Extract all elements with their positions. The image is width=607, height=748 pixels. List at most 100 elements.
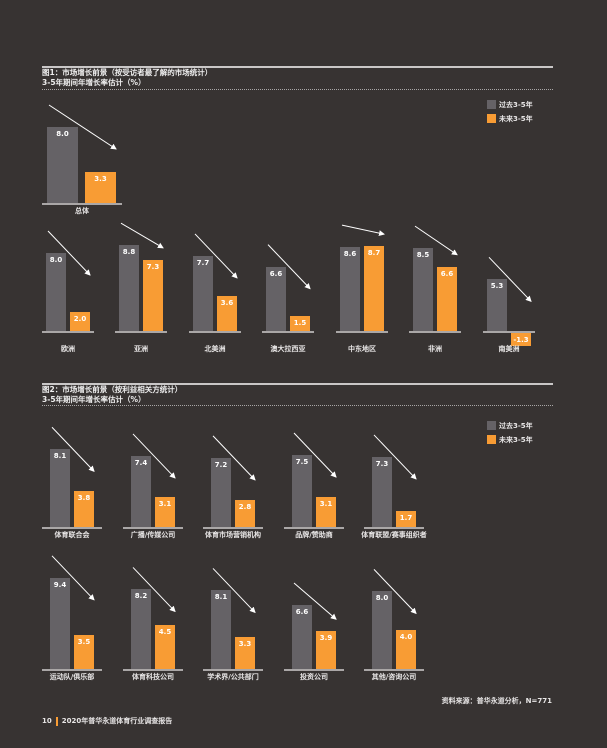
bar-future: 2.0 <box>70 311 90 331</box>
data-label-future: 3.1 <box>319 500 333 509</box>
trend-arrow <box>51 555 95 601</box>
baseline <box>284 669 344 671</box>
bar-past: 8.5 <box>413 248 433 331</box>
figure2-legend: 过去3-5年 未来3-5年 <box>487 421 533 449</box>
trend-arrow <box>48 104 117 150</box>
category-label: 体育联合会 <box>54 531 90 539</box>
legend-item-future: 未来3-5年 <box>487 435 533 444</box>
data-label-future: 1.5 <box>293 319 307 328</box>
data-label-past: 8.2 <box>134 592 148 601</box>
category-label: 欧洲 <box>61 345 75 353</box>
footer-separator <box>55 716 58 726</box>
legend-item-past: 过去3-5年 <box>487 421 533 430</box>
baseline <box>262 331 314 333</box>
bar-future: 7.3 <box>143 259 163 331</box>
trend-arrow <box>293 432 337 478</box>
bar-past: 8.1 <box>211 590 231 669</box>
bar-past: 8.0 <box>46 253 66 331</box>
trend-arrow <box>267 244 311 290</box>
figure1-dotted-rule <box>42 89 553 90</box>
legend-label-future: 未来3-5年 <box>499 435 533 444</box>
trend-arrow <box>212 435 256 481</box>
legend-item-future: 未来3-5年 <box>487 114 533 123</box>
baseline <box>364 669 424 671</box>
data-label-past: 8.0 <box>375 594 389 603</box>
trend-arrow <box>414 225 458 256</box>
figure1-title-block: 图1：市场增长前景（按受访者最了解的市场统计） 3-5年期间年增长率估计（%） <box>42 68 212 88</box>
baseline <box>189 331 241 333</box>
baseline <box>115 331 167 333</box>
trend-arrow <box>293 582 337 620</box>
bar-future: 4.5 <box>155 625 175 669</box>
data-label-future: 6.6 <box>440 269 454 278</box>
bar-past: 7.5 <box>292 455 312 527</box>
bar-future: 6.6 <box>437 266 457 331</box>
figure2-top-rule <box>42 383 553 385</box>
bar-future: 3.1 <box>316 497 336 527</box>
category-label: 品牌/赞助商 <box>295 531 333 539</box>
source-note: 资料来源：普华永道分析，N=771 <box>441 697 552 705</box>
legend-swatch-future <box>487 114 496 123</box>
data-label-past: 7.3 <box>375 459 389 468</box>
bar-future: 3.8 <box>74 490 94 527</box>
bar-future: -1.3 <box>511 333 531 346</box>
trend-arrow <box>212 568 256 614</box>
trend-arrow <box>132 433 176 479</box>
bar-future: 1.5 <box>290 316 310 331</box>
category-label: 澳大拉西亚 <box>270 345 306 353</box>
data-label-past: 8.0 <box>49 256 63 264</box>
trend-arrow <box>341 224 385 237</box>
bar-past: 6.6 <box>292 604 312 669</box>
baseline <box>483 331 535 333</box>
figure2-title: 图2：市场增长前景（按利益相关方统计） <box>42 385 183 394</box>
data-label-past: 8.5 <box>416 251 430 260</box>
data-label-future: 8.7 <box>367 249 381 258</box>
category-label: 体育科技公司 <box>132 673 174 681</box>
bar-future: 4.0 <box>396 630 416 669</box>
data-label-past: 9.4 <box>53 580 67 589</box>
data-label-future: 4.5 <box>158 628 172 637</box>
bar-future: 3.9 <box>316 631 336 669</box>
category-label: 其他/咨询公司 <box>371 673 417 681</box>
bar-past: 7.7 <box>193 255 213 331</box>
bar-past: 8.1 <box>50 449 70 527</box>
data-label-future: 3.3 <box>94 174 107 183</box>
data-label-past: 7.5 <box>295 458 309 466</box>
baseline <box>203 669 263 671</box>
data-label-past: 8.8 <box>122 248 136 257</box>
page-number: 10 <box>42 717 52 725</box>
bar-future: 3.3 <box>235 636 255 669</box>
bar-past: 7.2 <box>211 457 231 527</box>
legend-swatch-future <box>487 435 496 444</box>
baseline <box>42 203 122 205</box>
data-label-future: -1.3 <box>513 336 529 344</box>
data-label-past: 8.0 <box>56 130 69 138</box>
category-label: 非洲 <box>428 345 442 353</box>
data-label-past: 6.6 <box>295 607 309 616</box>
category-label: 体育市场营销机构 <box>205 531 261 539</box>
bar-future: 3.5 <box>74 635 94 669</box>
baseline <box>123 527 183 529</box>
legend-label-past: 过去3-5年 <box>499 100 533 109</box>
data-label-past: 7.7 <box>196 258 210 267</box>
baseline <box>42 669 102 671</box>
category-label: 南美洲 <box>498 345 520 353</box>
bar-future: 3.3 <box>85 171 116 203</box>
category-label: 广播/传媒公司 <box>130 531 176 539</box>
bar-past: 8.0 <box>47 127 78 203</box>
trend-arrow <box>51 426 95 472</box>
category-label: 学术界/公共部门 <box>207 673 259 681</box>
trend-arrow <box>47 230 91 276</box>
category-label: 总体 <box>75 207 89 215</box>
data-label-future: 3.9 <box>319 634 333 643</box>
data-label-past: 6.6 <box>269 269 283 278</box>
bar-future: 3.6 <box>217 295 237 331</box>
category-label: 投资公司 <box>300 673 328 681</box>
bar-past: 6.6 <box>266 266 286 331</box>
legend-swatch-past <box>487 421 496 430</box>
data-label-future: 7.3 <box>146 262 160 271</box>
figure2-title-block: 图2：市场增长前景（按利益相关方统计） 3-5年期间年增长率估计（%） <box>42 385 182 405</box>
bar-past: 7.3 <box>372 456 392 527</box>
figure1-subtitle: 3-5年期间年增长率估计（%） <box>42 78 146 87</box>
baseline <box>409 331 461 333</box>
